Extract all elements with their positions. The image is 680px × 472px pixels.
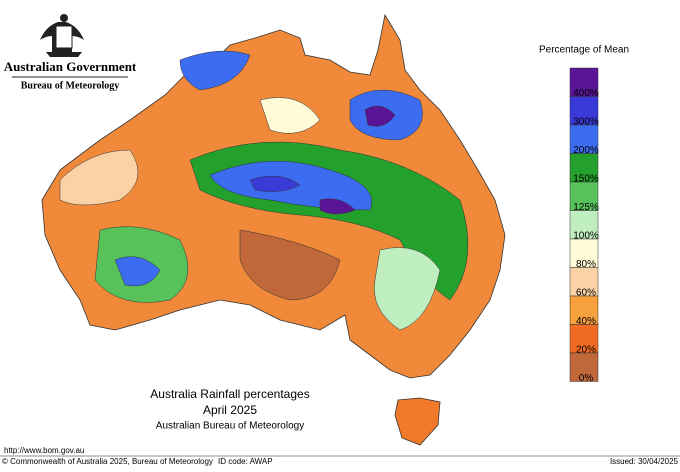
legend: 400% 300% 200% 150% 125% 100% 80% 60% 40% 20% 0% [569,67,599,384]
legend-title: Percentage of Mean [539,45,629,56]
coat-of-arms [40,14,84,57]
legend-label: 100% [573,231,599,242]
legend-swatch [569,153,599,183]
map-period: April 2025 [203,403,257,417]
footer-issued: Issued: 30/04/2025 [610,457,679,466]
legend-label: 0% [579,373,594,384]
map-regions [59,50,469,331]
footer-url: http://www.bom.gov.au [4,446,84,455]
legend-label: 125% [573,202,599,213]
legend-swatch [569,238,599,268]
legend-swatch [569,96,599,126]
legend-label: 80% [576,259,596,270]
legend-label: 20% [576,345,596,356]
agency-name: Bureau of Meteorology [21,80,120,91]
map-source: Australian Bureau of Meteorology [156,421,304,432]
legend-swatch [569,267,599,297]
footer-id-code: ID code: AWAP [218,457,273,466]
legend-label: 60% [576,288,596,299]
government-name: Australian Government [4,59,137,74]
footer-copyright: © Commonwealth of Australia 2025, Bureau… [2,457,213,466]
legend-swatch [569,67,599,97]
legend-label: 40% [576,316,596,327]
legend-label: 400% [573,88,599,99]
legend-label: 200% [573,145,599,156]
legend-swatch [569,124,599,154]
map-title: Australia Rainfall percentages [150,387,309,401]
legend-swatch [569,352,599,382]
legend-label: 150% [573,174,599,185]
legend-label: 300% [573,117,599,128]
